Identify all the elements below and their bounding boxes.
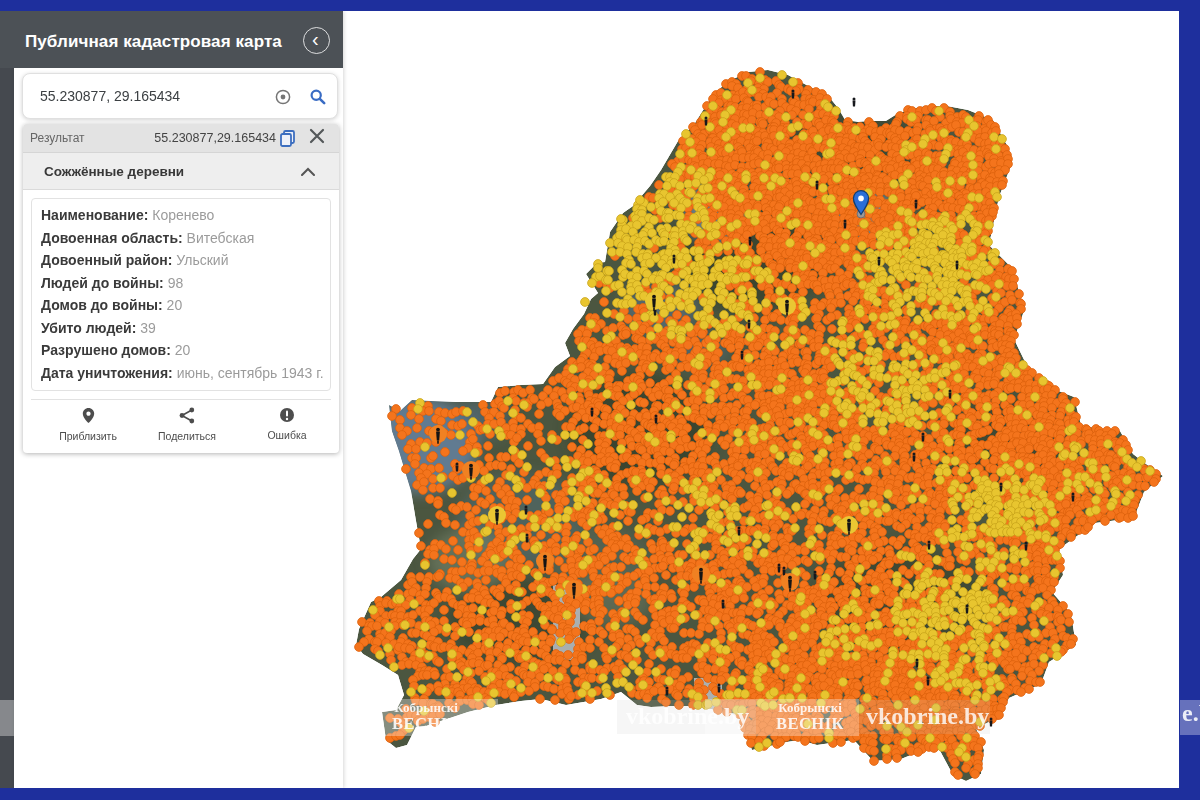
svg-text:vkobrine.by: vkobrine.by (866, 703, 989, 729)
svg-text:ВЕСНІК: ВЕСНІК (776, 714, 844, 733)
svg-text:Кобрынскі: Кобрынскі (394, 700, 458, 715)
svg-text:ВЕСНІК: ВЕСНІК (392, 714, 460, 733)
svg-text:Кобрынскі: Кобрынскі (778, 700, 842, 715)
svg-text:vkobrine.by: vkobrine.by (626, 703, 749, 729)
